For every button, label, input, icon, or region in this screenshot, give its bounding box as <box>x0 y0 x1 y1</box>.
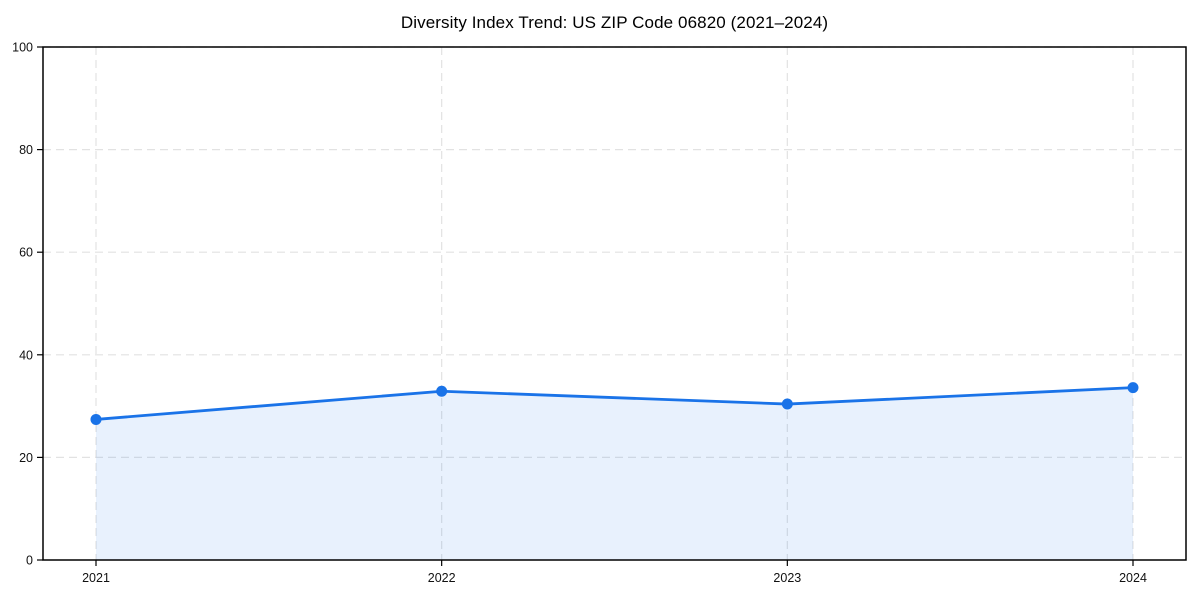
x-axis-tick-label: 2024 <box>1119 571 1147 585</box>
area-fill <box>96 387 1133 560</box>
data-point <box>90 413 102 425</box>
data-point <box>436 385 448 397</box>
y-axis-tick-label: 60 <box>19 246 33 260</box>
y-axis-tick-label: 80 <box>19 143 33 157</box>
y-axis-tick-label: 40 <box>19 348 33 362</box>
x-axis-tick-label: 2022 <box>428 571 456 585</box>
plot-border <box>42 46 1187 561</box>
data-point <box>1127 382 1139 394</box>
chart-title: Diversity Index Trend: US ZIP Code 06820… <box>400 13 829 32</box>
y-axis-tick-label: 100 <box>12 41 33 55</box>
x-axis-tick-label: 2023 <box>773 571 801 585</box>
y-axis-tick-label: 20 <box>19 451 33 465</box>
line-series <box>94 386 1135 421</box>
data-point <box>781 398 793 410</box>
x-axis-tick-label: 2021 <box>82 571 110 585</box>
y-axis-tick-label: 0 <box>26 554 33 568</box>
